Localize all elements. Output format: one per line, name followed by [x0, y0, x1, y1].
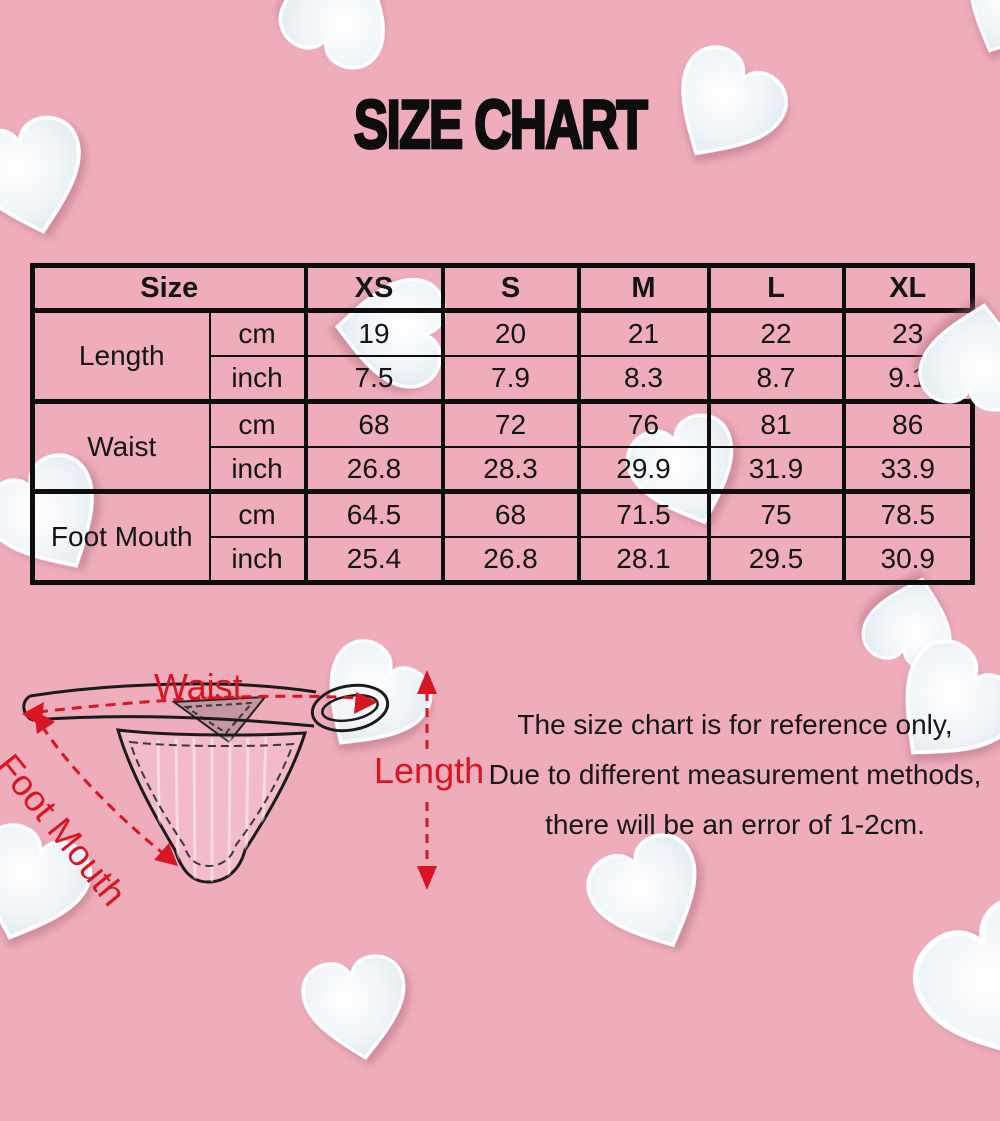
table-cell: 76	[576, 398, 711, 448]
table-cell: 26.8	[303, 445, 445, 493]
size-header-s: S	[440, 264, 581, 312]
row-label-waist: Waist	[31, 398, 211, 493]
heart-icon	[886, 868, 1000, 1121]
unit-label: cm	[208, 308, 307, 358]
unit-label: inch	[208, 536, 307, 584]
table-cell: 71.5	[576, 489, 711, 539]
table-cell: 26.8	[440, 536, 581, 584]
table-cell: 8.3	[576, 355, 711, 403]
waist-label: Waist	[154, 666, 243, 707]
size-chart-table: Size XS S M L XL Length cm 19 20 21 22 2…	[30, 263, 975, 585]
size-header-xs: XS	[303, 264, 445, 312]
length-measure-arrow	[417, 670, 437, 890]
table-cell: 68	[440, 489, 581, 539]
table-cell: 20	[440, 308, 581, 358]
disclaimer-text: The size chart is for reference only, Du…	[450, 700, 1000, 850]
table-cell: 7.5	[303, 355, 445, 403]
heart-icon	[946, 0, 1000, 72]
unit-label: cm	[208, 398, 307, 448]
table-cell: 64.5	[303, 489, 445, 539]
thong-body	[22, 682, 390, 884]
disclaimer-line: there will be an error of 1-2cm.	[545, 809, 925, 840]
table-cell: 7.9	[440, 355, 581, 403]
table-cell: 8.7	[706, 355, 846, 403]
table-cell: 29.9	[576, 445, 711, 493]
table-cell: 81	[706, 398, 846, 448]
disclaimer-line: Due to different measurement methods,	[488, 759, 982, 790]
row-label-length: Length	[31, 308, 211, 403]
table-cell: 28.1	[576, 536, 711, 584]
table-cell: 68	[303, 398, 445, 448]
table-cell: 78.5	[841, 489, 975, 539]
table-cell: 86	[841, 398, 975, 448]
disclaimer-line: The size chart is for reference only,	[517, 709, 953, 740]
table-cell: 29.5	[706, 536, 846, 584]
heart-icon	[296, 949, 418, 1069]
table-cell: 19	[303, 308, 445, 358]
unit-label: inch	[208, 355, 307, 403]
page-title: SIZE CHART	[353, 85, 649, 165]
thong-diagram	[22, 670, 437, 890]
table-cell: 22	[706, 308, 846, 358]
table-cell: 31.9	[706, 445, 846, 493]
table-corner-label: Size	[31, 264, 307, 312]
row-label-foot-mouth: Foot Mouth	[31, 489, 211, 584]
unit-label: inch	[208, 445, 307, 493]
size-header-xl: XL	[841, 264, 975, 312]
foot-mouth-measure-arrow	[34, 710, 178, 866]
length-label: Length	[374, 750, 485, 791]
table-cell: 33.9	[841, 445, 975, 493]
size-header-m: M	[576, 264, 711, 312]
size-chart-page: { "title": "SIZE CHART", "table": { "cor…	[0, 0, 1000, 1000]
table-cell: 25.4	[303, 536, 445, 584]
heart-icon	[269, 0, 412, 80]
table-cell: 21	[576, 308, 711, 358]
table-cell: 30.9	[841, 536, 975, 584]
unit-label: cm	[208, 489, 307, 539]
size-header-l: L	[706, 264, 846, 312]
table-cell: 75	[706, 489, 846, 539]
table-cell: 72	[440, 398, 581, 448]
table-cell: 28.3	[440, 445, 581, 493]
